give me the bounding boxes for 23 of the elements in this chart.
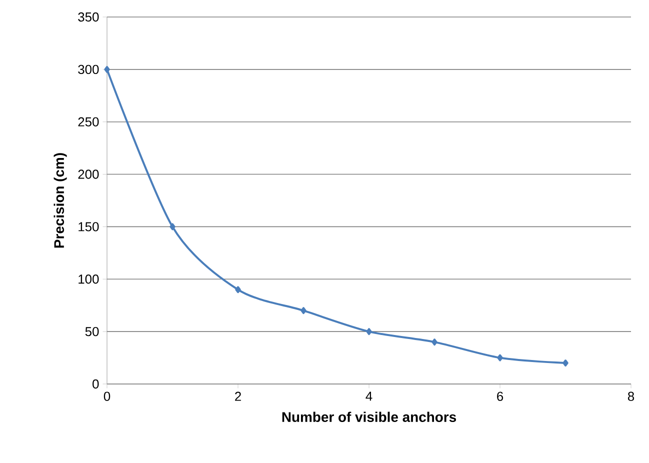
x-tick-label: 0 xyxy=(104,392,110,401)
y-tick-label: 200 xyxy=(78,170,99,179)
point xyxy=(300,307,306,314)
x-tick-label: 2 xyxy=(235,392,241,401)
y-tick-label: 100 xyxy=(78,274,99,284)
point xyxy=(562,360,568,367)
x-tick-label: 6 xyxy=(497,392,504,401)
x-tick-label: 4 xyxy=(366,392,372,401)
y-axis-title: Precision (cm) xyxy=(54,153,67,248)
y-tick-label: 150 xyxy=(78,222,99,232)
y-tick-label: 250 xyxy=(78,117,99,126)
y-tick-label: 0 xyxy=(92,379,99,389)
point xyxy=(170,223,176,230)
point xyxy=(432,338,438,346)
y-tick-label: 50 xyxy=(85,326,99,336)
x-axis-title: Number of visible anchors xyxy=(282,412,456,422)
point xyxy=(235,286,241,294)
point xyxy=(104,66,110,73)
y-tick-label: 300 xyxy=(78,64,99,74)
point xyxy=(497,354,503,362)
x-tick-label: 8 xyxy=(628,392,634,401)
y-tick-label: 350 xyxy=(78,12,99,22)
point xyxy=(366,328,372,336)
